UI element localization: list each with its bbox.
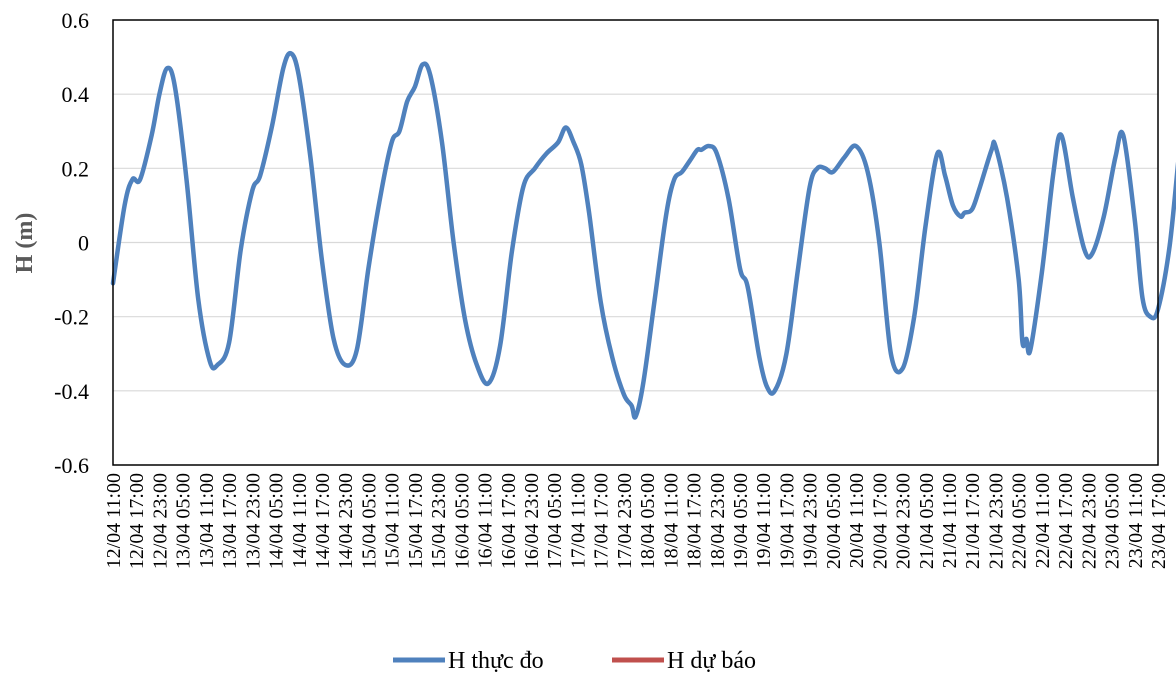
x-tick-label: 22/04 05:00 <box>1009 473 1031 569</box>
x-tick-label: 20/04 23:00 <box>893 473 915 569</box>
legend-label-measured: H thực đo <box>448 648 544 674</box>
x-tick-label: 17/04 23:00 <box>614 473 636 569</box>
x-tick-label: 21/04 05:00 <box>916 473 938 569</box>
x-tick-label: 22/04 17:00 <box>1055 473 1077 569</box>
x-tick-label: 13/04 17:00 <box>219 473 241 569</box>
x-tick-label: 22/04 23:00 <box>1078 473 1100 569</box>
x-tick-label: 17/04 05:00 <box>544 473 566 569</box>
x-tick-label: 21/04 23:00 <box>985 473 1007 569</box>
x-tick-label: 20/04 11:00 <box>846 473 868 568</box>
y-tick-label: -0.6 <box>54 453 89 478</box>
y-axis-label: H (m) <box>12 213 38 274</box>
x-tick-label: 18/04 23:00 <box>707 473 729 569</box>
x-tick-label: 20/04 05:00 <box>823 473 845 569</box>
legend-label-forecast: H dự báo <box>667 648 756 674</box>
x-tick-label: 19/04 23:00 <box>800 473 822 569</box>
x-tick-label: 19/04 05:00 <box>730 473 752 569</box>
x-tick-label: 13/04 11:00 <box>196 473 218 568</box>
x-tick-label: 18/04 05:00 <box>637 473 659 569</box>
x-tick-label: 23/04 11:00 <box>1125 473 1147 568</box>
x-tick-label: 14/04 17:00 <box>312 473 334 569</box>
x-tick-label: 16/04 11:00 <box>475 473 497 568</box>
x-tick-label: 17/04 17:00 <box>591 473 613 569</box>
x-tick-label: 20/04 17:00 <box>869 473 891 569</box>
x-tick-label: 22/04 11:00 <box>1032 473 1054 568</box>
y-tick-label: 0.4 <box>62 82 90 107</box>
y-tick-label: -0.4 <box>54 379 89 404</box>
x-tick-label: 13/04 23:00 <box>242 473 264 569</box>
x-tick-label: 12/04 17:00 <box>126 473 148 569</box>
y-axis-ticks: -0.6 -0.4 -0.2 0 0.2 0.4 0.6 <box>54 8 89 478</box>
x-tick-label: 16/04 17:00 <box>498 473 520 569</box>
x-tick-label: 12/04 11:00 <box>103 473 125 568</box>
x-tick-label: 21/04 11:00 <box>939 473 961 568</box>
x-tick-label: 21/04 17:00 <box>962 473 984 569</box>
series-line-measured <box>110 50 1176 420</box>
x-tick-label: 19/04 17:00 <box>776 473 798 569</box>
x-tick-label: 14/04 23:00 <box>335 473 357 569</box>
x-tick-label: 19/04 11:00 <box>753 473 775 568</box>
x-tick-label: 18/04 11:00 <box>660 473 682 568</box>
series-lines <box>110 50 1176 420</box>
y-tick-label: 0.6 <box>62 8 90 33</box>
x-tick-label: 13/04 05:00 <box>173 473 195 569</box>
y-tick-label: -0.2 <box>54 305 89 330</box>
x-tick-label: 23/04 17:00 <box>1148 473 1170 569</box>
x-tick-label: 15/04 05:00 <box>358 473 380 569</box>
x-tick-label: 15/04 23:00 <box>428 473 450 569</box>
x-tick-label: 15/04 17:00 <box>405 473 427 569</box>
x-tick-label: 14/04 11:00 <box>289 473 311 568</box>
x-tick-label: 23/04 05:00 <box>1102 473 1124 569</box>
x-axis-ticks: 12/04 11:00 12/04 17:00 12/04 23:00 13/04 0… <box>103 473 1170 569</box>
x-tick-label: 14/04 05:00 <box>266 473 288 569</box>
y-tick-label: 0.2 <box>62 156 90 181</box>
y-tick-label: 0 <box>78 231 89 256</box>
x-tick-label: 12/04 23:00 <box>149 473 171 569</box>
x-tick-label: 16/04 23:00 <box>521 473 543 569</box>
x-tick-label: 18/04 17:00 <box>684 473 706 569</box>
legend: H thực đo H dự báo <box>393 648 756 674</box>
plot-area-border <box>112 19 1159 466</box>
gridlines <box>113 93 1158 392</box>
x-tick-label: 15/04 11:00 <box>382 473 404 568</box>
x-tick-label: 17/04 11:00 <box>567 473 589 568</box>
x-tick-label: 16/04 05:00 <box>451 473 473 569</box>
